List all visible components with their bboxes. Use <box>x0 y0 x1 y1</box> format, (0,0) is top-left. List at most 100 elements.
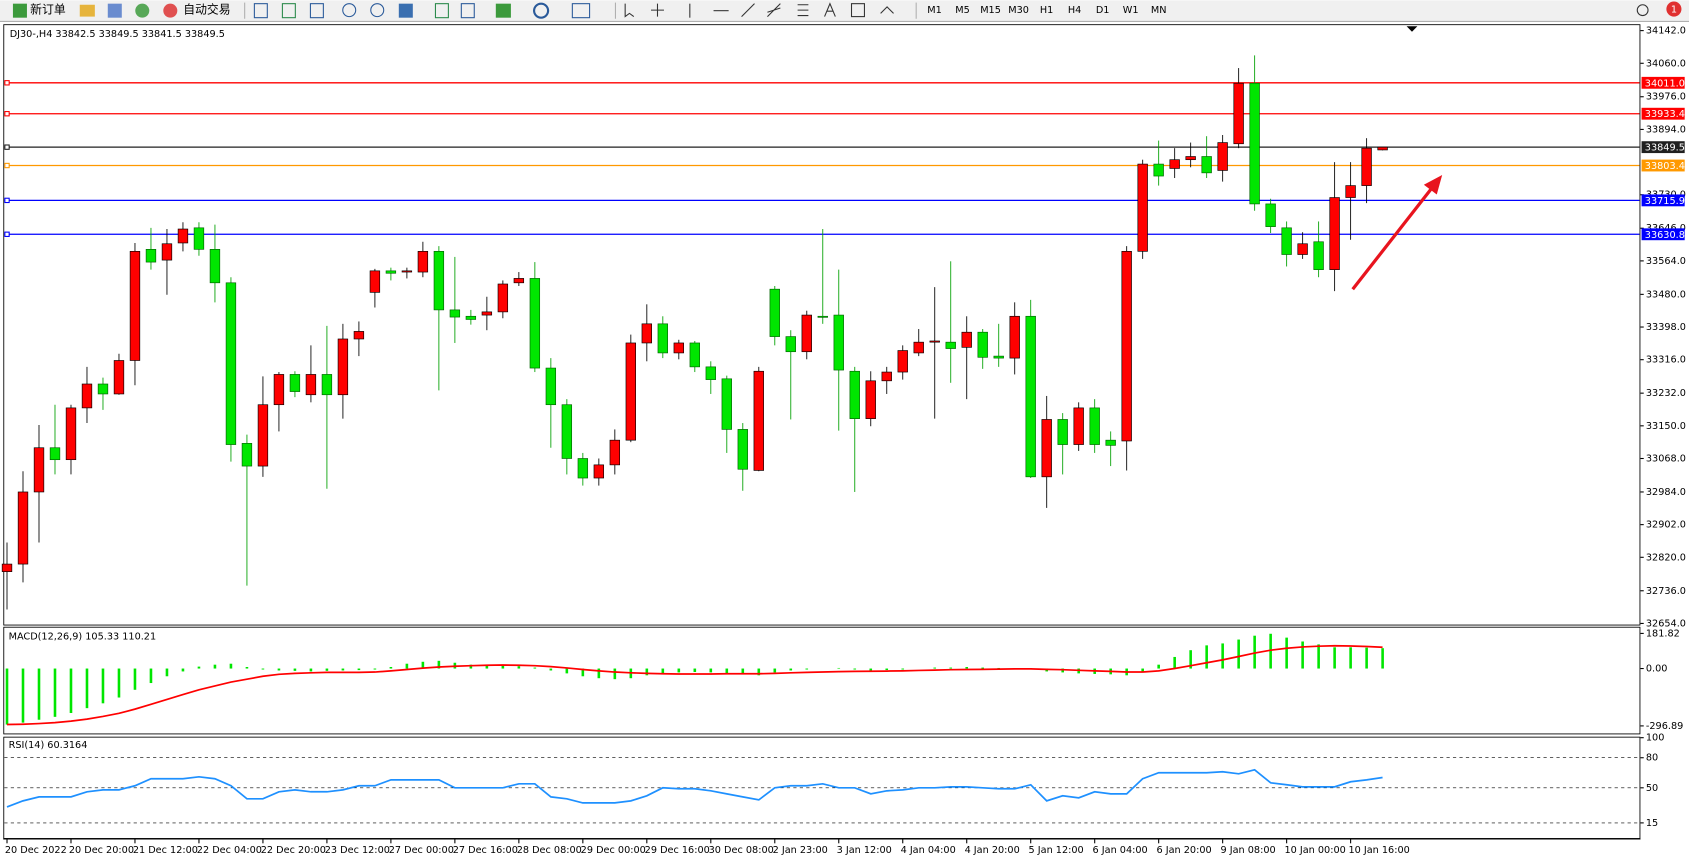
level-label: 33849.5 <box>1645 143 1685 154</box>
candle-body <box>673 342 684 354</box>
candle-body <box>961 331 972 348</box>
x-tick-label: 22 Dec 04:00 <box>197 845 262 856</box>
line-chart-icon[interactable] <box>309 3 324 19</box>
toolbar-icon[interactable] <box>107 3 122 18</box>
candle-body <box>1121 251 1132 442</box>
macd-bar <box>1173 656 1176 669</box>
candle-body <box>321 374 333 396</box>
candle-body <box>113 360 125 395</box>
macd-bar <box>1333 647 1336 669</box>
timeframe-button[interactable]: MN <box>1151 5 1167 16</box>
macd-bar <box>69 668 73 713</box>
toolbar-icon[interactable] <box>79 4 95 17</box>
macd-bar <box>709 668 713 673</box>
y-tick-label: 0.00 <box>1646 664 1668 675</box>
timeframe-button[interactable]: M15 <box>980 5 1001 16</box>
plot: 34142.034060.033976.033894.033730.033646… <box>1 26 1686 856</box>
macd-bar <box>37 668 41 720</box>
zoom-out-icon[interactable] <box>370 3 385 18</box>
candle-body <box>1185 156 1196 161</box>
text-tool[interactable] <box>824 2 836 17</box>
search-icon[interactable] <box>1636 4 1649 17</box>
candle-chart-icon[interactable] <box>281 3 296 19</box>
y-tick-label: 33480.0 <box>1646 289 1686 300</box>
candle-body <box>177 228 189 244</box>
notification-badge[interactable] <box>1666 1 1682 17</box>
macd-bar <box>1381 648 1384 669</box>
cursor-tool[interactable] <box>624 3 635 18</box>
candle-body <box>193 227 205 250</box>
toolbar-icon[interactable] <box>135 3 150 18</box>
timeframe-button[interactable]: D1 <box>1096 5 1110 16</box>
macd-bar <box>149 668 153 684</box>
new-order-button[interactable]: 新订单 <box>30 3 66 17</box>
macd-bar <box>1237 639 1240 669</box>
y-tick-label: 32736.0 <box>1646 586 1686 597</box>
x-tick-label: 27 Dec 00:00 <box>389 845 454 856</box>
macd-bar <box>85 668 89 709</box>
macd-bar <box>165 668 169 677</box>
candle-body <box>545 367 557 406</box>
candle-body <box>1 563 13 572</box>
x-tick-label: 27 Dec 16:00 <box>453 845 518 856</box>
candle-body <box>337 338 349 396</box>
notification-count[interactable]: 1 <box>1671 5 1677 16</box>
arrows-tool[interactable] <box>880 6 894 14</box>
x-tick-label: 23 Dec 12:00 <box>325 845 390 856</box>
candle-body <box>209 249 221 284</box>
indicators-icon[interactable] <box>495 3 511 18</box>
drawing-tools[interactable] <box>624 2 894 18</box>
candle-body <box>753 370 764 471</box>
auto-trading-icon[interactable] <box>163 3 178 18</box>
auto-trading-button[interactable]: 自动交易 <box>183 3 230 17</box>
level-label-bg <box>1641 107 1685 120</box>
macd-bar <box>757 668 761 676</box>
timeframe-button[interactable]: H1 <box>1040 5 1053 16</box>
zoom-in-icon[interactable] <box>342 3 357 18</box>
macd-bar <box>1205 645 1208 669</box>
label-tool[interactable] <box>850 3 865 18</box>
tile-icon[interactable] <box>398 3 413 18</box>
toolbar-icons[interactable] <box>253 2 591 19</box>
timeframe-button[interactable]: W1 <box>1123 5 1139 16</box>
macd-bar <box>949 667 953 669</box>
template-icon[interactable] <box>571 3 591 19</box>
level-label: 34011.0 <box>1645 78 1685 89</box>
macd-bar <box>1349 647 1352 669</box>
timeframe-button[interactable]: H4 <box>1068 5 1081 16</box>
timeframe-button[interactable]: M1 <box>927 5 942 16</box>
macd-bar <box>421 661 425 669</box>
shift-icon[interactable] <box>460 3 475 19</box>
bar-chart-icon[interactable] <box>253 3 268 19</box>
y-tick-label: 32820.0 <box>1646 552 1686 563</box>
timeframe-button[interactable]: M30 <box>1008 5 1029 16</box>
macd-bar <box>965 666 969 669</box>
candle-body <box>417 251 429 273</box>
new-order-icon[interactable] <box>12 3 27 18</box>
macd-bar <box>53 668 57 717</box>
macd-bar <box>309 668 313 672</box>
channel-tool[interactable] <box>767 3 781 17</box>
macd-bar <box>549 668 553 671</box>
macd-bar <box>1253 635 1256 669</box>
x-tick-label: 2 Jan 23:00 <box>773 845 828 856</box>
fibo-tool[interactable] <box>797 4 809 17</box>
autoscroll-icon[interactable] <box>434 3 449 19</box>
macd-bar <box>837 667 841 669</box>
macd-bar <box>773 668 777 673</box>
candle-body <box>1217 142 1228 171</box>
timeframe-button[interactable]: M5 <box>955 5 970 16</box>
trendline-tool[interactable] <box>741 3 755 17</box>
candle-body <box>481 311 493 316</box>
candle-body <box>513 278 525 284</box>
crosshair-tool[interactable] <box>651 3 664 17</box>
candle-body <box>145 249 157 263</box>
y-tick-label: 33398.0 <box>1646 322 1686 333</box>
x-tick-label: 6 Jan 20:00 <box>1157 845 1212 856</box>
y-tick-label: 50 <box>1646 783 1658 794</box>
macd-bar <box>1221 643 1224 669</box>
macd-bar <box>197 666 201 669</box>
candle-body <box>161 243 173 261</box>
period-icon[interactable] <box>532 2 550 19</box>
